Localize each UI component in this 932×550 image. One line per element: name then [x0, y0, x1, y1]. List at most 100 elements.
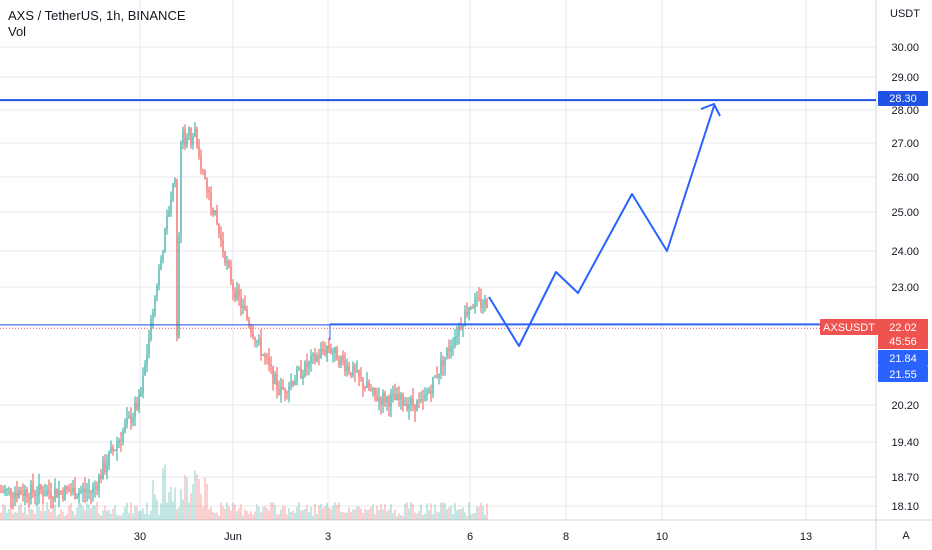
drawing-lines[interactable]: [0, 99, 876, 347]
candle-body: [178, 235, 180, 338]
candle-body: [322, 349, 324, 351]
volume-bar: [472, 513, 474, 520]
volume-bar: [184, 474, 186, 520]
volume-bar: [332, 505, 334, 520]
volume-legend[interactable]: Vol: [8, 24, 27, 39]
volume-bar: [302, 509, 304, 520]
volume-bar: [180, 488, 182, 520]
candle-body: [384, 393, 386, 403]
candle-body: [142, 375, 144, 393]
price-tick-label: 23.00: [891, 282, 919, 294]
volume-bar: [142, 508, 144, 520]
candle-body: [266, 356, 268, 358]
candle-body: [484, 299, 486, 307]
volume-bar: [34, 514, 36, 520]
volume-bar: [308, 512, 310, 520]
volume-bar: [264, 506, 266, 520]
candle-body: [334, 347, 336, 353]
candle-body: [96, 485, 98, 490]
volume-bar: [96, 502, 98, 520]
candle-body: [218, 224, 220, 234]
volume-bar: [104, 505, 106, 520]
price-axis[interactable]: 30.00 29.00 28.00 27.00 26.00 25.00 24.00 23.00…: [891, 42, 919, 513]
symbol-title[interactable]: AXS / TetherUS, 1h, BINANCE: [8, 8, 186, 23]
candle-body: [6, 488, 8, 490]
candle-body: [116, 443, 118, 450]
volume-bar: [366, 510, 368, 520]
countdown-label: 45:56: [889, 336, 917, 348]
volume-bar: [440, 502, 442, 520]
volume-bar: [320, 504, 322, 520]
volume-bar: [76, 507, 78, 520]
candle-body: [398, 394, 400, 400]
volume-bar: [20, 503, 22, 520]
volume-bar: [112, 508, 114, 520]
price-tick-label: 20.20: [891, 400, 919, 412]
candle-body: [106, 465, 108, 472]
candle-body: [34, 492, 36, 496]
candle-body: [254, 337, 256, 342]
volume-bar: [60, 509, 62, 520]
candle-body: [202, 169, 204, 172]
volume-bar: [168, 492, 170, 520]
volume-bar: [352, 509, 354, 520]
volume-bar: [238, 508, 240, 520]
candle-body: [416, 400, 418, 412]
volume-bar: [84, 510, 86, 520]
price-tick-label: 24.00: [891, 246, 919, 258]
candle-body: [132, 416, 134, 423]
volume-bar: [448, 507, 450, 520]
candle-body: [124, 424, 126, 431]
volume-bar: [372, 504, 374, 520]
volume-bar: [82, 506, 84, 520]
candle-body: [8, 488, 10, 490]
candle-body: [414, 404, 416, 412]
candle-body: [472, 307, 474, 309]
auto-scale-button[interactable]: A: [902, 530, 910, 542]
candle-body: [184, 129, 186, 147]
volume-bar: [102, 510, 104, 520]
candle-body: [296, 369, 298, 382]
time-axis[interactable]: 30 Jun 3 6 8 10 13: [134, 531, 812, 543]
volume-bar: [24, 506, 26, 520]
volume-bar: [434, 504, 436, 520]
level-lower-label: 21.55: [889, 369, 917, 381]
candle-body: [370, 389, 372, 391]
price-tick-label: 18.10: [891, 501, 919, 513]
volume-bar: [346, 512, 348, 520]
volume-bar: [150, 510, 152, 520]
candle-body: [66, 486, 68, 490]
candle-body: [76, 496, 78, 499]
volume-bar: [136, 506, 138, 520]
volume-bar: [52, 506, 54, 520]
volume-bar: [100, 515, 102, 520]
volume-bar: [172, 501, 174, 520]
candle-body: [452, 345, 454, 348]
volume-bar: [412, 504, 414, 520]
candle-body: [68, 489, 70, 492]
candle-body: [78, 492, 80, 497]
volume-bar: [230, 510, 232, 520]
candle-body: [242, 305, 244, 308]
candle-body: [88, 490, 90, 492]
volume-bar: [56, 515, 58, 520]
price-tick-label: 29.00: [891, 72, 919, 84]
candle-body: [22, 494, 24, 496]
candle-body: [134, 402, 136, 417]
volume-bar: [196, 474, 198, 520]
volume-bar: [6, 512, 8, 520]
candle-body: [290, 381, 292, 387]
candle-body: [140, 392, 142, 396]
candle-body: [272, 366, 274, 384]
volume-bar: [468, 502, 470, 520]
candle-body: [246, 309, 248, 320]
candle-body: [14, 492, 16, 498]
candle-body: [442, 360, 444, 367]
volume-bar: [462, 507, 464, 520]
candle-body: [434, 376, 436, 378]
candle-body: [108, 452, 110, 466]
candle-body: [172, 183, 174, 200]
candle-body: [182, 129, 184, 143]
candle-body: [162, 252, 164, 260]
